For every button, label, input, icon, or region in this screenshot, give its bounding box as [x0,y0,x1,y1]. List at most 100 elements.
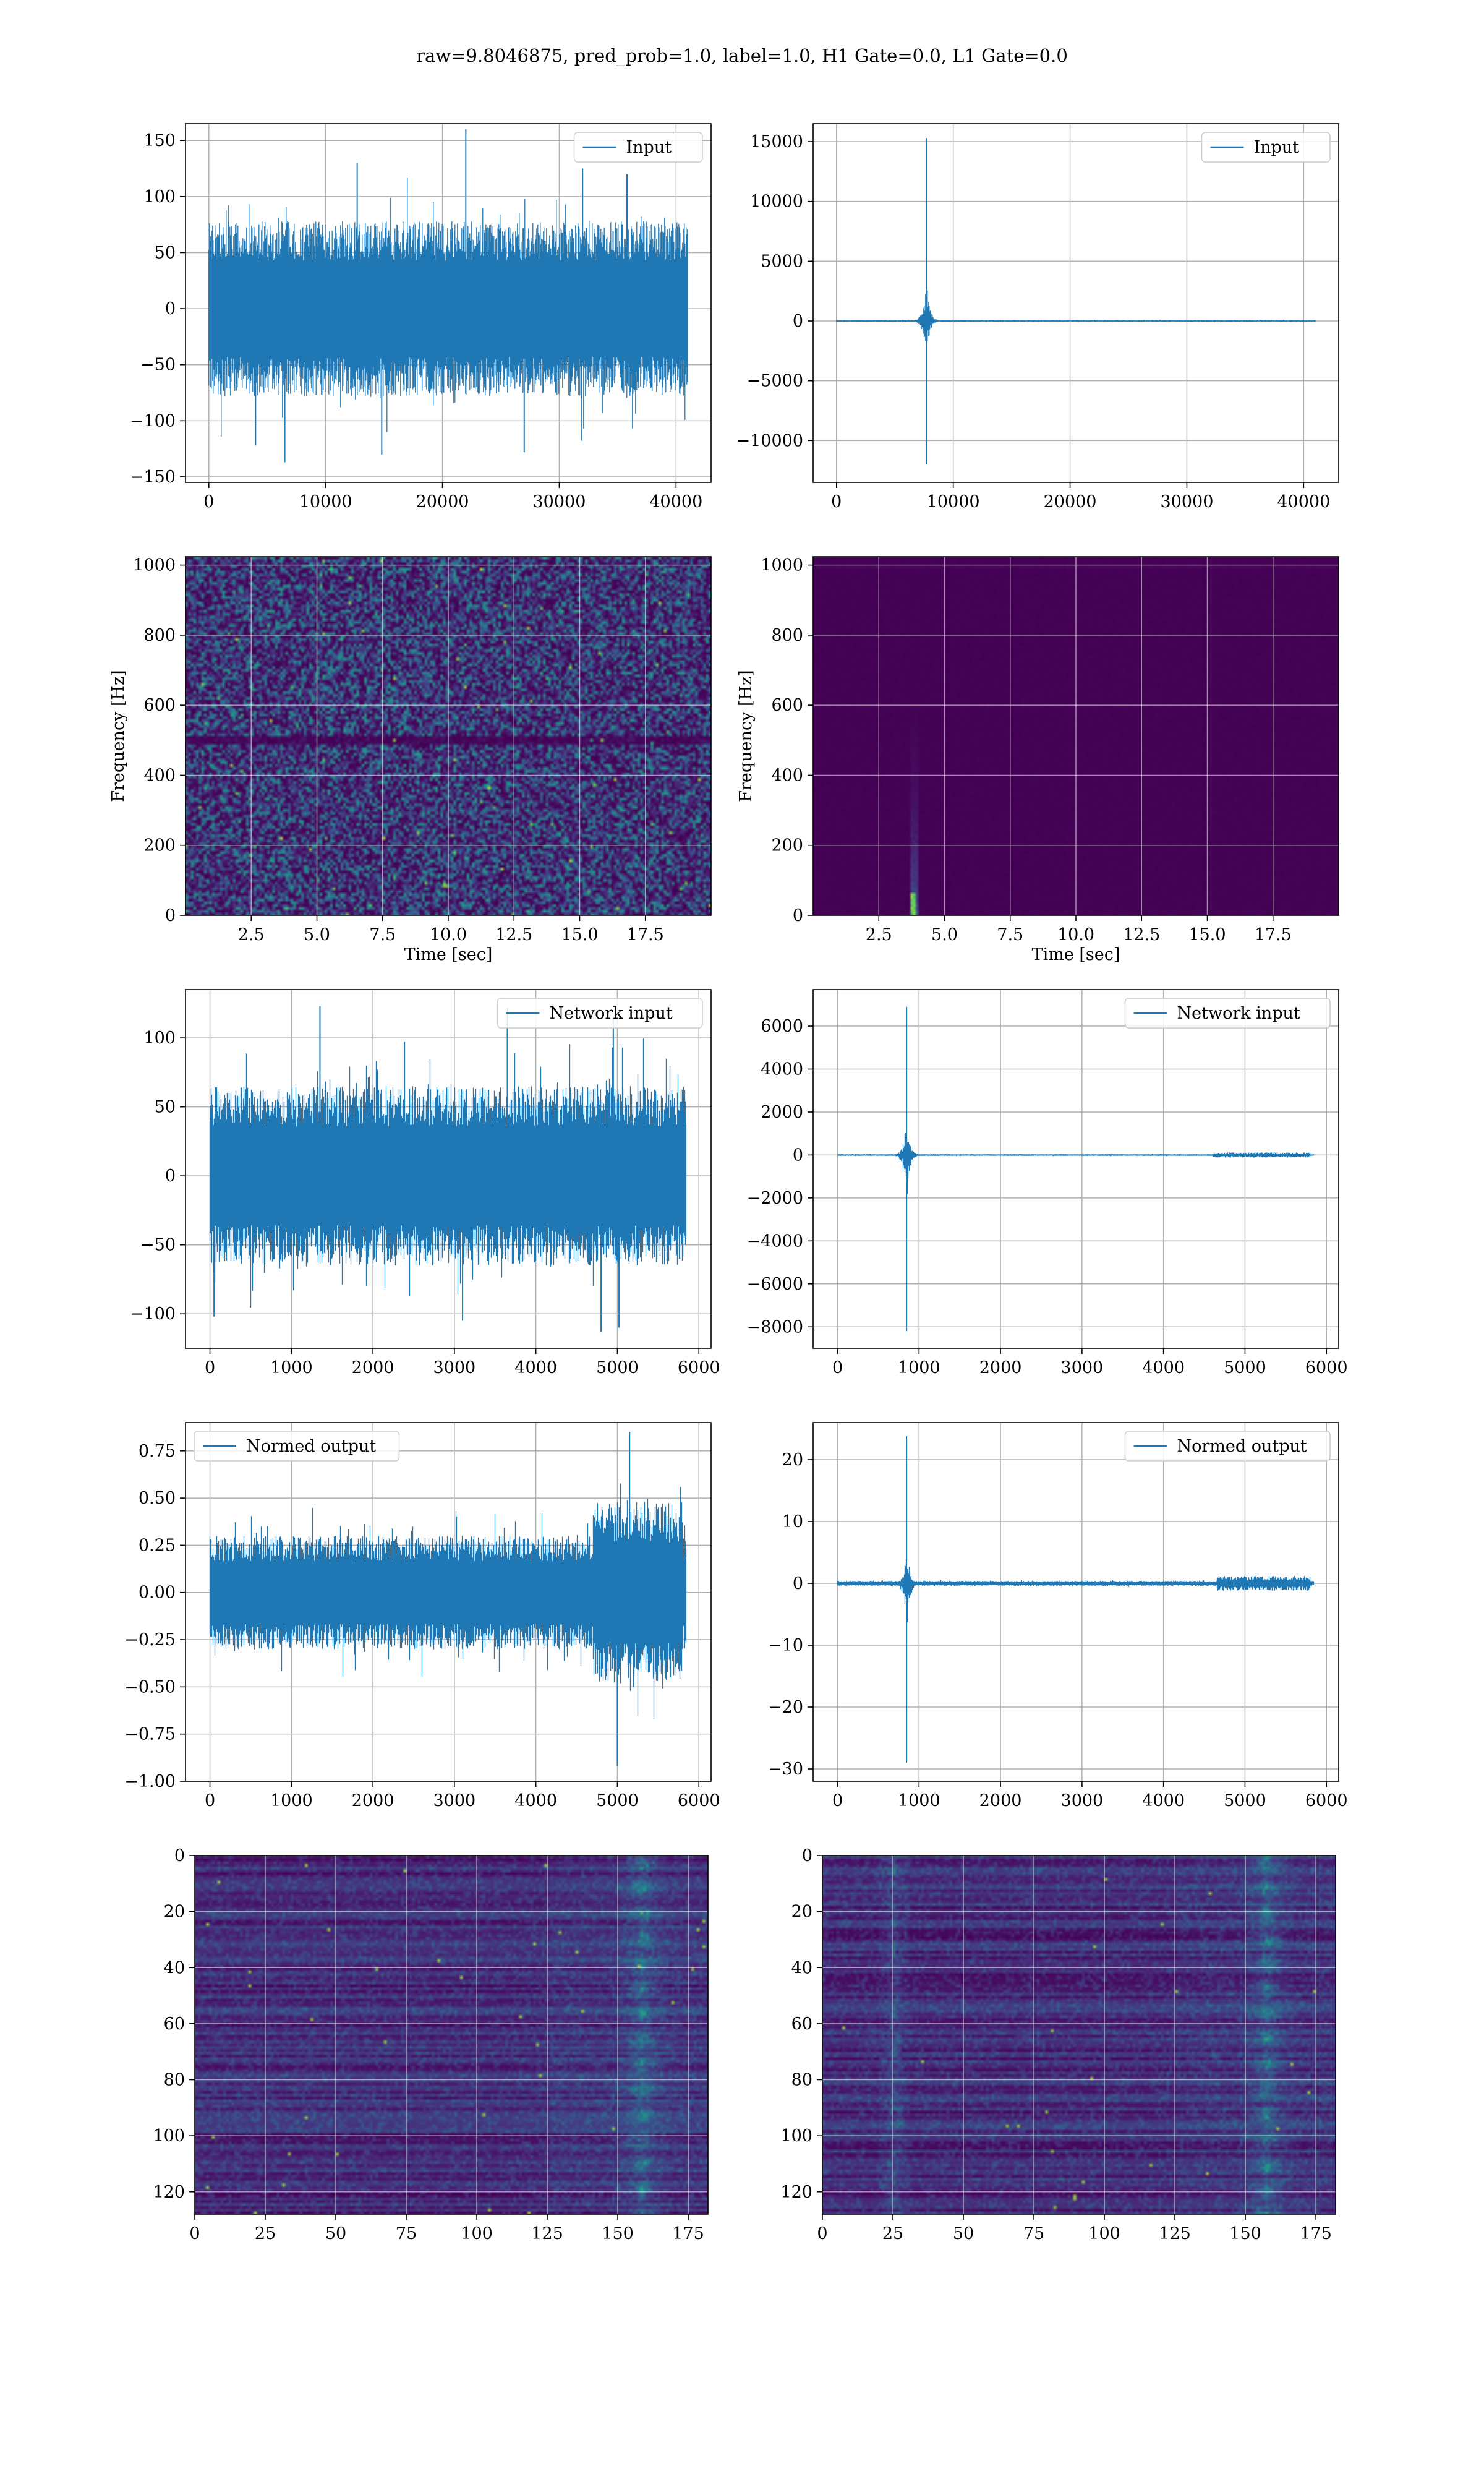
h1-network-input-series [209,1006,687,1332]
h1-feature-map-axes: 0 25 50 75 100 125 150 175 0 20 40 60 80 100 120 [153,1846,709,2243]
l1-spectrogram-xlabel: Time [sec] [1032,945,1120,964]
l1-network-input-ytick-label: −2000 [747,1189,803,1208]
l1-feature-map-ytick-label: 60 [791,2014,812,2034]
h1-spectrogram-ylabel: Frequency [Hz] [109,670,128,802]
l1-network-input-series [837,1006,1315,1332]
l1-normed-output-xtick-label: 1000 [898,1791,940,1810]
l1-normed-output-ytick-label: 10 [782,1512,803,1531]
l1-input-ytick-label: 0 [793,312,803,331]
l1-network-input-ytick-label: −6000 [747,1275,803,1294]
l1-normed-output-ytick-label: −10 [768,1636,803,1655]
l1-input-ytick-label: 15000 [750,132,803,152]
h1-normed-output-ytick-label: 0.75 [139,1442,176,1461]
h1-input-legend: Input [573,132,703,163]
l1-feature-map-ytick-label: 120 [780,2183,812,2202]
l1-network-input-xtick-label: 1000 [898,1358,940,1377]
h1-input-series-line [208,178,688,441]
l1-feature-map-image [822,1856,1336,2214]
l1-input-frame [812,123,1339,483]
h1-network-input-series-line [209,1038,687,1308]
h1-spectrogram-ytick-label: 400 [143,766,176,785]
h1-spectrogram-xtick-label: 7.5 [369,925,396,944]
l1-spectrogram-ytick-label: 800 [771,626,803,645]
l1-feature-map-ytick-label: 40 [791,1958,812,1977]
l1-network-input-ytick-label: 6000 [761,1017,803,1036]
l1-network-input-xtick-label: 3000 [1061,1358,1104,1377]
h1-input-axes: Input 0 10000 20000 30000 40000 −150 −100 −50 0 50… [130,123,712,511]
l1-input-xtick-label: 0 [831,492,842,511]
l1-normed-output-xtick-label: 2000 [979,1791,1022,1810]
l1-network-input-xtick-label: 0 [832,1358,843,1377]
l1-network-input-ytick-label: 2000 [761,1103,803,1122]
l1-input-ytick-label: 5000 [761,252,803,271]
h1-network-input-ytick-label: 0 [165,1166,176,1186]
h1-feature-map-xtick-label: 100 [461,2224,493,2243]
l1-feature-map-xtick-label: 50 [953,2224,974,2243]
h1-feature-map-xtick-label: 150 [602,2224,634,2243]
h1-input-xtick-label: 10000 [299,492,352,511]
l1-feature-map-xtick-label: 75 [1023,2224,1044,2243]
h1-input-xtick-label: 30000 [532,492,586,511]
l1-feature-map-ytick-label: 0 [802,1846,812,1865]
h1-spectrogram-xtick-label: 2.5 [238,925,265,944]
l1-network-input-ytick-label: −4000 [747,1231,803,1251]
l1-spectrogram-ytick-label: 600 [771,696,803,715]
l1-network-input-ytick-label: 4000 [761,1060,803,1079]
l1-feature-map-xtick-label: 0 [817,2224,827,2243]
l1-normed-output-legend: Normed output [1124,1431,1331,1462]
l1-spectrogram-xtick-label: 10.0 [1057,925,1094,944]
h1-network-input-xtick-label: 6000 [678,1358,720,1377]
h1-network-input-legend-box [497,998,703,1029]
l1-normed-output-legend-label: Normed output [1177,1437,1307,1456]
h1-feature-map-ytick-label: 100 [153,2126,185,2146]
l1-input-xtick-label: 10000 [927,492,980,511]
l1-network-input-ytick-label: −8000 [747,1317,803,1337]
h1-normed-output-series-line [209,1483,687,1720]
h1-network-input-xtick-label: 5000 [596,1358,639,1377]
l1-input-ytick-label: 10000 [750,192,803,212]
h1-normed-output-axes: Normed output 0 1000 2000 3000 4000 5000 6000 −1… [124,1422,720,1810]
l1-input-series-line [836,138,1316,464]
l1-feature-map-xtick-label: 25 [882,2224,903,2243]
h1-normed-output-ytick-label: −0.50 [124,1677,176,1697]
l1-input-legend-label: Input [1254,138,1300,157]
l1-normed-output-xtick-label: 0 [832,1791,843,1810]
l1-normed-output-grid [813,1423,1339,1781]
h1-spectrogram-xtick-label: 12.5 [495,925,532,944]
h1-normed-output-ytick-label: 0.00 [139,1583,176,1603]
l1-feature-map-ytick-label: 20 [791,1903,812,1922]
h1-input-frame [185,123,712,483]
h1-feature-map-xtick-label: 175 [672,2224,704,2243]
l1-spectrogram-ytick-label: 0 [793,906,803,925]
h1-spectrogram-xlabel: Time [sec] [404,945,493,964]
h1-input-ytick-label: 150 [143,131,176,150]
l1-input-axes: Input 0 10000 20000 30000 40000 −10000 −5000 0 50… [736,123,1339,511]
h1-network-input-legend: Network input [497,998,703,1029]
h1-input-ytick-label: −50 [140,356,176,375]
h1-normed-output-series [209,1432,687,1766]
l1-input-legend-box [1201,132,1331,163]
l1-feature-map-xtick-label: 125 [1159,2224,1191,2243]
h1-feature-map-xtick-label: 125 [531,2224,563,2243]
h1-normed-output-xtick-label: 6000 [678,1791,720,1810]
l1-feature-map-xtick-label: 175 [1300,2224,1332,2243]
h1-network-input-xtick-label: 0 [205,1358,215,1377]
l1-normed-output-axes: Normed output 0 1000 2000 3000 4000 5000 6000 −3… [768,1422,1348,1810]
h1-feature-map-image [195,1856,708,2214]
l1-network-input-legend-label: Network input [1177,1004,1300,1023]
h1-input-ytick-label: −100 [130,411,176,430]
h1-input-ytick-label: −150 [130,468,176,487]
h1-feature-map-xtick-label: 0 [189,2224,200,2243]
h1-network-input-xtick-label: 3000 [433,1358,476,1377]
h1-normed-output-ytick-label: 0.25 [139,1536,176,1555]
h1-network-input-xtick-label: 2000 [352,1358,394,1377]
l1-network-input-xtick-label: 2000 [979,1358,1022,1377]
h1-network-input-legend-label: Network input [550,1004,673,1023]
l1-network-input-frame [812,989,1339,1349]
l1-normed-output-series-line [837,1436,1315,1763]
l1-normed-output-ytick-label: −20 [768,1698,803,1717]
h1-feature-map-ytick-label: 40 [164,1958,185,1977]
